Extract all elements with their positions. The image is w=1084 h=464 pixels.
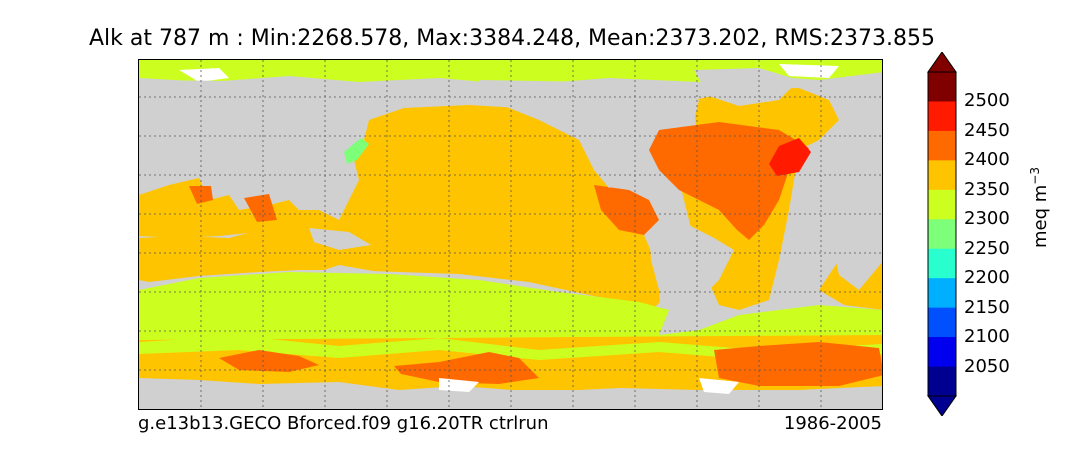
caribbean-2400 (594, 185, 659, 235)
colorbar-tick-label: 2400 (964, 149, 1010, 171)
pacific-ocean (139, 105, 667, 308)
north-atlantic-2400 (649, 122, 809, 240)
colorbar-segment (928, 130, 956, 161)
period-label: 1986-2005 (783, 413, 882, 434)
north-america (479, 80, 699, 188)
colorbar-segment (928, 101, 956, 132)
colorbar-segment (928, 278, 956, 309)
arctic-ice-2 (779, 64, 839, 78)
mediterranean-2450 (769, 138, 811, 176)
southern-patch-1 (219, 350, 319, 372)
colorbar-tick-label: 2500 (964, 90, 1010, 112)
indian-ocean (139, 178, 299, 238)
ice-shelf-2 (699, 378, 739, 394)
colorbar-segment (928, 366, 956, 397)
arctic-ice-1 (179, 68, 229, 82)
colorbar-segment (928, 72, 956, 102)
colorbar-segment (928, 337, 956, 368)
colorbar-tick-label: 2350 (964, 178, 1010, 200)
sea-of-japan (344, 138, 369, 164)
greenland (694, 68, 799, 106)
south-america (649, 220, 734, 340)
southern-patch-3 (714, 342, 882, 386)
map-plot-area (138, 59, 883, 410)
colorbar-segment (928, 189, 956, 220)
bay-of-bengal (244, 194, 277, 222)
map-title: Alk at 787 m : Min:2268.578, Max:3384.24… (88, 26, 935, 51)
colorbar-unit-label: meq m−3 (1028, 167, 1051, 248)
colorbar (927, 52, 957, 416)
colorbar-segment (928, 160, 956, 191)
colorbar-tick-label: 2300 (964, 208, 1010, 230)
colorbar-tick-label: 2100 (964, 326, 1010, 348)
run-name-label: g.e13b13.GECO Bforced.f09 g16.20TR ctrlr… (138, 413, 549, 434)
colorbar-tick-label: 2450 (964, 119, 1010, 141)
colorbar-segment (928, 307, 956, 338)
colorbar-tick-label: 2200 (964, 267, 1010, 289)
colorbar-tick-label: 2150 (964, 296, 1010, 318)
southern-ribbon-2300 (139, 336, 882, 360)
colorbar-segment (928, 248, 956, 279)
southern-ocean-2300 (139, 272, 882, 340)
southern-patch-2 (394, 352, 539, 384)
asia (139, 80, 359, 190)
gridlines (139, 60, 882, 409)
colorbar-min-arrow (927, 395, 957, 416)
colorbar-tick-label: 2050 (964, 355, 1010, 377)
colorbar-max-arrow (927, 52, 957, 73)
colorbar-segment (928, 219, 956, 250)
indonesia (309, 228, 371, 250)
africa (809, 140, 882, 290)
ocean-alkalinity-map (139, 60, 882, 409)
colorbar-tick-label: 2250 (964, 237, 1010, 259)
